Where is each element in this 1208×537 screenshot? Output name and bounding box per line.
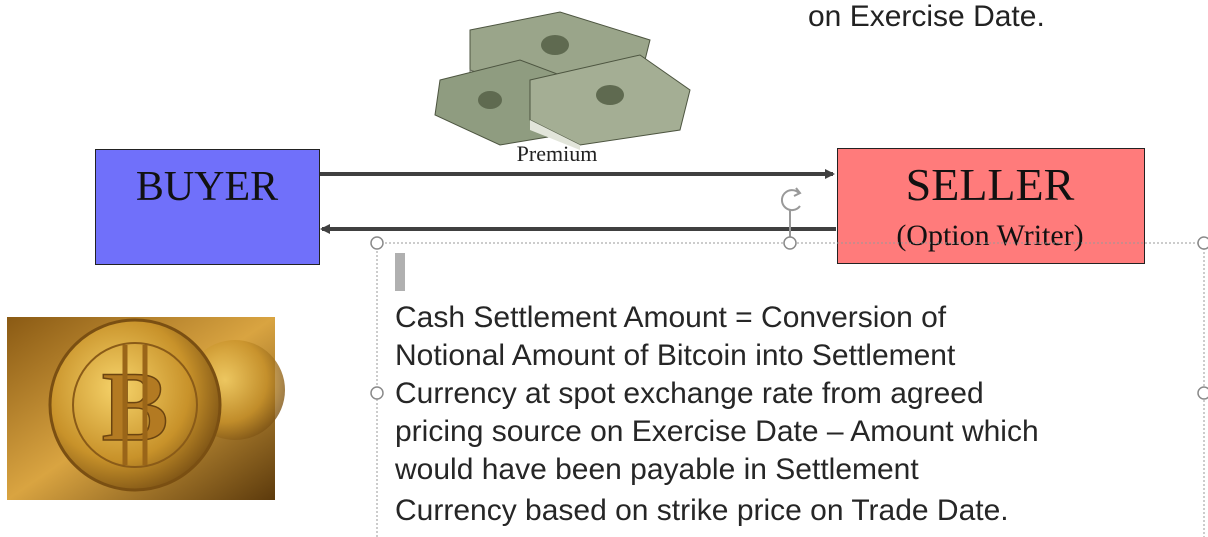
money-image: [435, 12, 690, 150]
text-line: Currency based on strike price on Trade …: [395, 494, 1009, 527]
text-line: would have been payable in Settlement: [394, 453, 919, 486]
slide: on Exercise Date. BUYER SELLER (Option W…: [0, 0, 1208, 537]
seller-label: SELLER: [906, 159, 1075, 210]
text-line: Currency at spot exchange rate from agre…: [395, 377, 984, 410]
text-line: pricing source on Exercise Date – Amount…: [395, 415, 1039, 448]
textbox-text[interactable]: Cash Settlement Amount = Conversion of N…: [394, 301, 1039, 527]
arrow-label: Premium: [517, 141, 598, 166]
buyer-label: BUYER: [136, 164, 278, 210]
svg-text:B: B: [102, 351, 169, 462]
page: on Exercise Date. BUYER SELLER (Option W…: [0, 0, 1208, 537]
bitcoin-image: B: [7, 317, 285, 500]
text-cursor: [395, 253, 405, 291]
top-text: on Exercise Date.: [808, 0, 1045, 33]
text-line: Notional Amount of Bitcoin into Settleme…: [395, 339, 956, 372]
seller-sublabel: (Option Writer): [896, 219, 1083, 252]
text-line: Cash Settlement Amount = Conversion of: [395, 301, 947, 334]
